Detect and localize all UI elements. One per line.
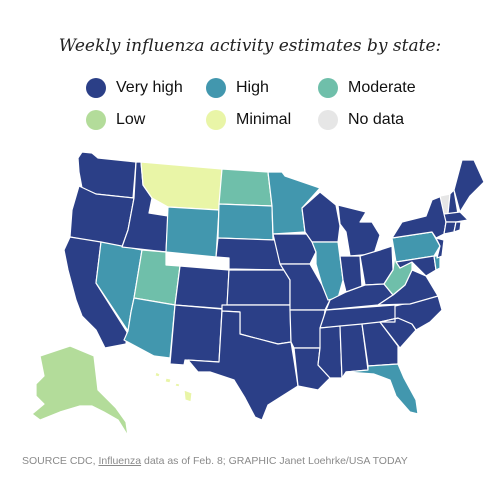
state-nm (169, 304, 223, 366)
legend-swatch-moderate (318, 78, 338, 98)
state-ny (391, 195, 447, 239)
state-wy (165, 206, 220, 258)
legend-label-moderate: Moderate (348, 79, 416, 96)
source-link-influenza[interactable]: Influenza (98, 455, 142, 467)
legend-label-minimal: Minimal (236, 111, 292, 128)
source-suffix: data as of Feb. 8; GRAPHIC Janet Loehrke… (141, 455, 408, 467)
legend-label-high: High (236, 79, 269, 96)
state-ut (133, 249, 181, 306)
legend-item-very-high: Very high (86, 78, 183, 98)
state-hi (154, 371, 193, 403)
state-ri (453, 221, 462, 233)
state-ak (31, 345, 129, 437)
map-title: Weekly influenza activity estimates by s… (58, 36, 442, 56)
state-mt (140, 161, 223, 211)
legend-swatch-no-data (318, 110, 338, 130)
state-sd (217, 203, 274, 241)
state-nd (218, 168, 273, 207)
source-prefix: SOURCE CDC, (22, 455, 99, 467)
state-ga (361, 321, 399, 367)
state-me (453, 159, 485, 213)
legend-label-low: Low (116, 111, 146, 128)
state-az (123, 297, 176, 359)
state-wi (301, 191, 341, 243)
legend-item-low: Low (86, 110, 145, 130)
state-co (174, 265, 230, 310)
state-ia (272, 233, 317, 265)
state-nc (379, 295, 443, 331)
legend-item-minimal: Minimal (206, 110, 291, 130)
state-in (339, 255, 363, 293)
state-ks (226, 269, 291, 306)
state-mi (337, 204, 381, 257)
legend-item-no-data: No data (318, 110, 404, 130)
legend-label-no-data: No data (348, 111, 405, 128)
source-credit: SOURCE CDC, Influenza data as of Feb. 8;… (22, 455, 492, 467)
legend-swatch-very-high (86, 78, 106, 98)
state-fl (345, 363, 419, 415)
state-nj (435, 237, 445, 259)
state-il (311, 241, 344, 301)
state-tx (187, 310, 299, 421)
legend-item-moderate: Moderate (318, 78, 416, 98)
legend-swatch-minimal (206, 110, 226, 130)
legend-swatch-high (206, 78, 226, 98)
legend-label-very-high: Very high (116, 79, 183, 96)
legend-swatch-low (86, 110, 106, 130)
legend-item-high: High (206, 78, 269, 98)
state-ma (443, 211, 469, 223)
